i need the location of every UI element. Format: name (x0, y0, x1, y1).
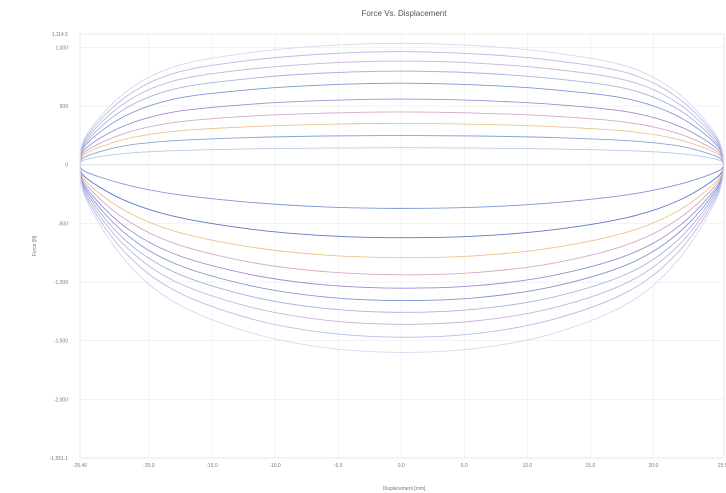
series-line-upper-6 (79, 70, 725, 165)
plot-frame (79, 33, 725, 459)
y-tick-label: -1,000 (54, 280, 68, 286)
x-axis-label: Displacement [mm] (383, 486, 426, 492)
series-line-upper-8 (79, 51, 725, 165)
x-tick-label: 10.0 (522, 463, 532, 469)
series-line-lower-13 (79, 164, 725, 276)
y-tick-label: 500 (60, 104, 69, 110)
y-axis-ticks: 1,114.5 1,000 500 0 -500 -1,000 -1,500 -2,000 -1… (50, 32, 69, 462)
x-axis-ticks: -25.46 -20.0 -15.0 -10.0 -5.0 0.0 5.0 10.0 15.0 2… (73, 463, 726, 469)
series-line-upper-9 (79, 42, 725, 165)
x-tick-label: 0.0 (398, 463, 405, 469)
series-line-lower-19 (79, 164, 725, 353)
series-line-lower-15 (79, 164, 725, 302)
series-line-upper-5 (79, 82, 725, 165)
y-tick-label: -500 (58, 221, 68, 227)
series-line-lower-11 (79, 164, 725, 239)
x-tick-label: -25.46 (73, 463, 87, 469)
series-line-lower-14 (79, 164, 725, 289)
x-tick-label: 25.59 (718, 463, 726, 469)
curves (79, 42, 725, 353)
x-tick-label: -10.0 (269, 463, 281, 469)
x-tick-label: 15.0 (586, 463, 596, 469)
series-line-upper-3 (79, 111, 725, 165)
y-tick-label: -2,000 (54, 397, 68, 403)
x-tick-label: -15.0 (206, 463, 218, 469)
series-line-lower-10 (79, 164, 725, 209)
series-line-lower-16 (79, 164, 725, 313)
series-line-lower-12 (79, 164, 725, 259)
series-line-lower-17 (79, 164, 725, 325)
series-line-upper-7 (79, 60, 725, 165)
series-line-upper-2 (79, 122, 725, 165)
x-tick-label: 20.0 (649, 463, 659, 469)
series-line-upper-1 (79, 134, 725, 166)
y-tick-label: -1,551.1 (50, 456, 69, 462)
chart-title: Force Vs. Displacement (362, 9, 448, 18)
x-tick-label: -20.0 (143, 463, 155, 469)
series-line-lower-18 (79, 164, 725, 338)
x-tick-label: 5.0 (461, 463, 468, 469)
series-line-upper-0 (79, 147, 725, 166)
y-tick-label: 1,000 (55, 45, 68, 51)
y-axis-label: Force [N] (32, 235, 38, 256)
y-tick-label: -1,500 (54, 339, 68, 345)
x-tick-label: -5.0 (334, 463, 343, 469)
grid (79, 33, 725, 459)
series-line-upper-4 (79, 98, 725, 165)
y-tick-label: 1,114.5 (52, 32, 69, 38)
y-tick-label: 0 (65, 163, 68, 169)
